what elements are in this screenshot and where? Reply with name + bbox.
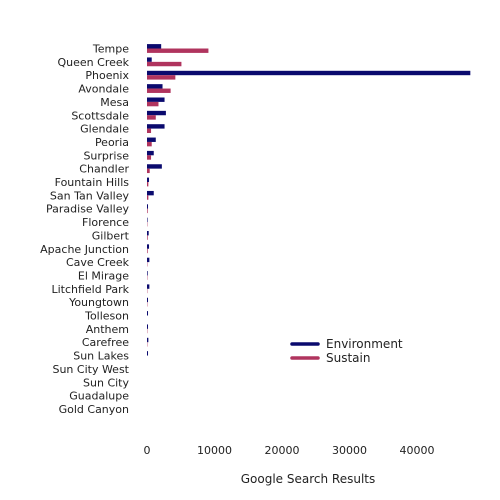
x-tick-label: 30000: [332, 444, 367, 457]
y-tick-label: Tempe: [92, 43, 129, 56]
x-tick-label: 0: [144, 444, 151, 457]
y-tick-label: Sun Lakes: [73, 350, 129, 363]
bar-sustain: [147, 248, 148, 254]
bar-environment: [147, 164, 162, 169]
y-tick-label: Sun City West: [52, 363, 129, 376]
legend-label: Sustain: [326, 351, 370, 365]
x-tick-labels: 0 10000 20000 30000 40000: [144, 444, 435, 457]
y-tick-label: Mesa: [100, 96, 129, 109]
bar-environment: [147, 177, 150, 182]
bar-environment: [147, 284, 150, 289]
bar-sustain: [147, 195, 149, 200]
y-tick-label: Sun City: [83, 376, 129, 389]
bar-environment: [147, 311, 149, 316]
bar-sustain: [147, 115, 156, 120]
bar-environment: [147, 150, 154, 156]
y-tick-label: Chandler: [79, 163, 129, 176]
bar-sustain: [147, 168, 150, 174]
bar-environment: [147, 137, 156, 142]
bar-environment: [147, 231, 149, 236]
bar-sustain: [147, 182, 149, 187]
bar-sustain: [147, 75, 176, 80]
x-axis-title: Google Search Results: [241, 472, 376, 486]
bar-environment: [147, 257, 150, 263]
y-tick-label: Glendale: [80, 123, 129, 136]
legend-label: Environment: [326, 337, 403, 351]
y-tick-label: Guadalupe: [69, 390, 129, 403]
y-tick-label: Cave Creek: [66, 256, 130, 269]
bar-environment: [147, 351, 149, 356]
bar-sustain: [147, 88, 171, 93]
bar-environment: [147, 204, 149, 209]
y-tick-label: San Tan Valley: [50, 189, 130, 202]
bar-environment: [147, 84, 163, 89]
x-tick-label: 20000: [265, 444, 300, 457]
y-tick-label: Florence: [82, 216, 129, 229]
y-tick-label: Avondale: [78, 83, 129, 96]
bar-environment: [147, 324, 149, 329]
y-tick-label: Tolleson: [84, 310, 129, 323]
y-tick-label: Litchfield Park: [51, 283, 129, 296]
y-tick-label: Apache Junction: [40, 243, 129, 256]
bar-environment: [147, 110, 166, 116]
bar-environment: [147, 271, 148, 276]
bar-environment: [147, 217, 148, 223]
bar-sustain: [147, 141, 152, 147]
bar-environment: [147, 297, 149, 303]
bar-sustain: [147, 101, 159, 107]
y-tick-label: Youngtown: [68, 296, 129, 309]
y-tick-label: Fountain Hills: [55, 176, 130, 189]
bar-sustain: [147, 155, 152, 160]
bar-environment: [147, 97, 165, 102]
bar-environment: [147, 57, 152, 62]
y-tick-label: Gold Canyon: [59, 403, 129, 416]
y-tick-label: Carefree: [82, 336, 129, 349]
x-tick-label: 40000: [400, 444, 435, 457]
bar-environment: [147, 124, 165, 129]
bar-environment: [147, 337, 149, 343]
bar-sustain: [147, 128, 152, 133]
y-tick-label: Peoria: [95, 136, 129, 149]
y-tick-label: Phoenix: [85, 69, 129, 82]
y-tick-label: Paradise Valley: [46, 203, 129, 216]
bar-environment: [147, 190, 154, 196]
bars-layer: [147, 44, 471, 356]
bar-sustain: [147, 61, 182, 67]
bar-sustain: [147, 208, 148, 214]
y-tick-label: Queen Creek: [58, 56, 130, 69]
y-tick-label: El Mirage: [78, 269, 129, 282]
bar-environment: [147, 44, 162, 49]
bar-environment: [147, 244, 150, 249]
y-tick-label: Scottsdale: [71, 109, 129, 122]
y-tick-label: Gilbert: [92, 229, 130, 242]
y-tick-label: Anthem: [86, 323, 129, 336]
bar-sustain: [147, 48, 209, 53]
bar-environment: [147, 70, 471, 76]
y-tick-label: Surprise: [83, 149, 129, 162]
bar-sustain: [147, 235, 148, 240]
x-tick-label: 10000: [197, 444, 232, 457]
